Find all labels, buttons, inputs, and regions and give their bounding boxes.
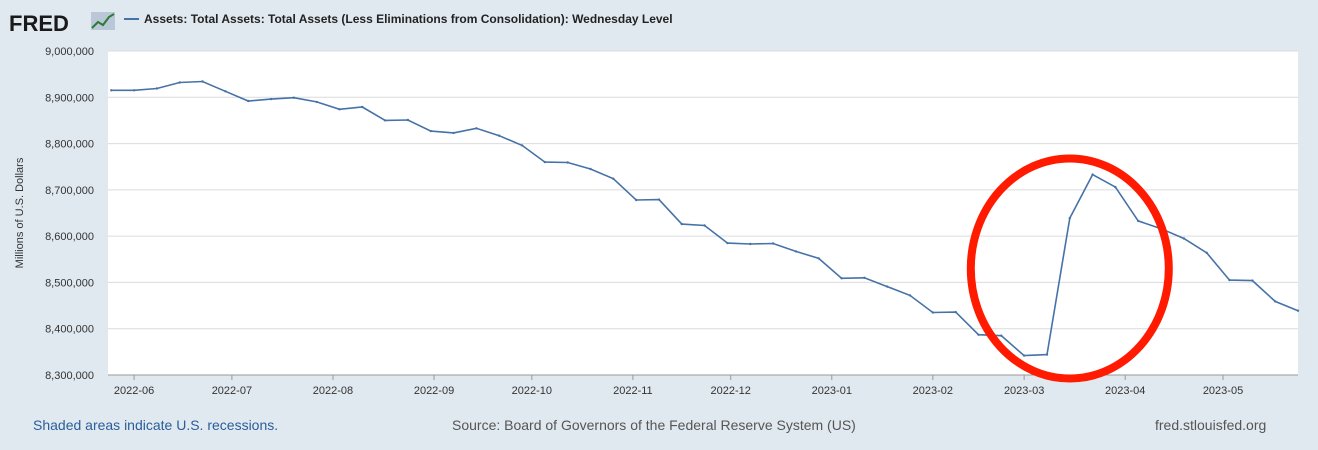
data-point (224, 90, 227, 93)
data-point (155, 87, 159, 90)
data-point (771, 242, 775, 245)
data-point (1137, 219, 1140, 223)
x-tick-label: 2023-02 (913, 385, 953, 397)
y-tick-label: 8,500,000 (45, 277, 94, 289)
series-points (110, 80, 1300, 357)
data-point (1228, 278, 1231, 282)
data-point (338, 108, 341, 111)
data-point (703, 224, 706, 227)
data-point (1045, 353, 1049, 356)
data-point (406, 118, 410, 122)
data-point (977, 333, 980, 336)
data-point (1091, 173, 1094, 176)
x-tick-label: 2022-07 (212, 385, 252, 397)
data-point (840, 277, 843, 280)
fred-logo-text: FRED (9, 11, 69, 36)
data-point (1274, 300, 1277, 303)
data-point (908, 294, 912, 297)
y-tick-label: 8,300,000 (45, 370, 94, 382)
data-point (1114, 185, 1117, 189)
data-point (269, 97, 273, 101)
x-tick-label: 2022-12 (711, 385, 751, 397)
data-point (1296, 309, 1300, 312)
plot-area (108, 51, 1298, 375)
y-tick-label: 8,800,000 (45, 139, 94, 151)
data-point (589, 167, 592, 171)
data-point (726, 241, 729, 245)
source-note: Source: Board of Governors of the Federa… (452, 417, 856, 433)
data-point (475, 127, 478, 130)
x-tick-label: 2022-08 (313, 385, 353, 397)
x-axis-ticks: 2022-06 2022-07 2022-08 2022-09 2022-10 2022-… (108, 374, 1298, 397)
x-tick-label: 2023-04 (1105, 385, 1145, 397)
x-tick-label: 2023-03 (1004, 385, 1044, 397)
data-point (520, 144, 524, 147)
data-point (794, 250, 798, 253)
data-point (954, 310, 957, 314)
data-point (201, 80, 204, 83)
data-point (657, 198, 661, 201)
data-point (1022, 354, 1026, 357)
x-tick-label: 2022-06 (114, 385, 154, 397)
data-point (635, 198, 638, 202)
data-point (132, 89, 136, 92)
data-point (863, 276, 866, 279)
data-point (931, 311, 934, 314)
data-point (452, 131, 455, 135)
y-axis-label: Millions of U.S. Dollars (14, 157, 26, 268)
x-tick-label: 2023-05 (1203, 385, 1243, 397)
data-point (543, 160, 547, 164)
data-point (292, 96, 295, 99)
data-point (498, 134, 501, 137)
site-link[interactable]: fred.stlouisfed.org (1155, 417, 1267, 433)
data-point (612, 177, 615, 180)
y-tick-label: 8,900,000 (45, 92, 94, 104)
y-tick-label: 8,700,000 (45, 185, 94, 197)
data-point (1251, 279, 1254, 282)
data-point (1068, 216, 1072, 220)
x-tick-label: 2022-09 (414, 385, 454, 397)
data-point (1205, 251, 1208, 254)
data-point (247, 99, 250, 103)
data-point (315, 100, 318, 104)
data-point (110, 89, 113, 92)
x-tick-label: 2023-01 (812, 385, 852, 397)
y-tick-label: 8,400,000 (45, 324, 94, 336)
fred-logo[interactable]: FRED (9, 11, 115, 36)
y-tick-label: 8,600,000 (45, 231, 94, 243)
fred-chart-icon (91, 12, 115, 30)
data-point (566, 161, 569, 164)
data-point (1182, 237, 1186, 240)
y-tick-label: 9,000,000 (45, 46, 94, 58)
recession-note-link[interactable]: Shaded areas indicate U.S. recessions. (33, 417, 279, 433)
x-tick-label: 2022-10 (512, 385, 552, 397)
data-point (429, 129, 432, 133)
legend-series-title[interactable]: Assets: Total Assets: Total Assets (Less… (144, 12, 673, 26)
data-point (886, 285, 889, 288)
data-point (1000, 334, 1003, 337)
data-point (680, 222, 683, 226)
data-point (361, 105, 364, 109)
data-point (178, 81, 181, 84)
annotation-circle (966, 154, 1173, 383)
y-axis-ticks: 9,000,000 8,900,000 8,800,000 8,700,000 8,60… (45, 46, 94, 382)
data-point (383, 119, 387, 122)
data-point (817, 257, 820, 260)
x-tick-label: 2022-11 (613, 385, 653, 397)
data-point (749, 242, 752, 246)
